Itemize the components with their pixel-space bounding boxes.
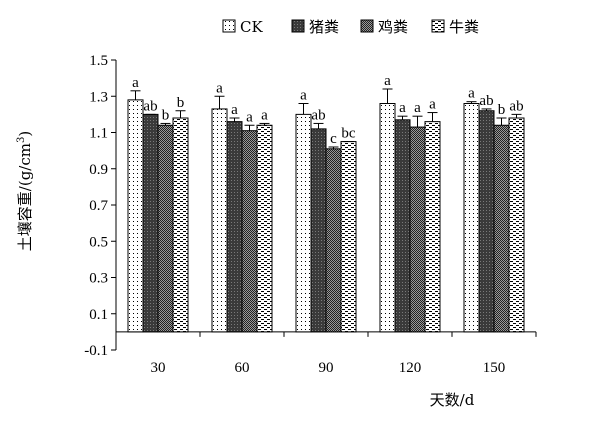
x-tick-label: 150 — [483, 360, 506, 376]
bar — [493, 124, 510, 333]
bar — [463, 103, 480, 333]
y-tick-label: -0.1 — [84, 343, 108, 359]
significance-label: ab — [509, 98, 523, 114]
significance-label: ab — [479, 93, 493, 109]
x-tick-label: 30 — [151, 360, 166, 376]
y-axis: -0.1 0.1 0.3 0.5 0.7 0.9 1.1 1.3 1.5 — [84, 53, 117, 359]
bar-group-150: a abb ab — [463, 86, 525, 333]
legend-swatch — [291, 19, 305, 33]
y-axis-title-sup: 3 — [16, 137, 27, 143]
legend-item: 鸡粪 — [360, 18, 408, 36]
x-tick-label: 90 — [319, 360, 334, 376]
bar — [424, 121, 441, 333]
significance-label: b — [162, 107, 170, 123]
legend-label: 猪粪 — [309, 18, 339, 36]
significance-label: a — [216, 80, 223, 96]
legend-item: 牛粪 — [431, 18, 479, 36]
significance-label: b — [498, 102, 506, 118]
y-tick-label: 0.5 — [89, 234, 108, 250]
significance-label: bc — [341, 126, 356, 142]
bar — [310, 128, 327, 333]
legend-swatch — [222, 19, 236, 33]
y-tick-label: 1.5 — [89, 53, 108, 69]
significance-label: a — [384, 73, 391, 89]
y-axis-title-close: ) — [16, 131, 34, 137]
bar — [172, 117, 189, 333]
significance-label: a — [246, 109, 253, 125]
y-tick-label: 0.1 — [89, 307, 108, 323]
y-tick-label: 1.3 — [89, 89, 108, 105]
significance-label: a — [231, 102, 238, 118]
y-tick-label: 0.7 — [89, 198, 108, 214]
significance-label: ab — [143, 98, 157, 114]
significance-label: b — [177, 95, 185, 111]
bar — [211, 108, 228, 333]
legend: CK 猪粪 鸡粪 牛粪 — [222, 18, 479, 36]
significance-label: ab — [311, 107, 325, 123]
bar — [379, 103, 396, 333]
bar — [157, 124, 174, 333]
y-tick-label: 1.1 — [89, 126, 108, 142]
bar — [325, 148, 342, 333]
y-axis-title-main: 土壤容重/(g/cm — [16, 143, 34, 251]
legend-label: CK — [240, 18, 263, 36]
significance-label: a — [261, 107, 268, 123]
legend-swatch — [431, 19, 445, 33]
bar — [409, 126, 426, 333]
significance-label: a — [132, 75, 139, 91]
y-tick-label: 0.3 — [89, 271, 108, 287]
significance-label: a — [399, 100, 406, 116]
legend-swatch — [360, 19, 374, 33]
significance-label: a — [300, 88, 307, 104]
legend-label: 牛粪 — [449, 18, 479, 36]
significance-label: a — [414, 100, 421, 116]
legend-label: 鸡粪 — [378, 18, 408, 36]
y-axis-title: 土壤容重/(g/cm3) — [16, 131, 34, 251]
bar — [508, 117, 525, 333]
bar — [340, 141, 357, 333]
bar — [295, 113, 312, 333]
legend-item: CK — [222, 18, 263, 36]
bar — [394, 119, 411, 333]
significance-label: c — [330, 131, 337, 147]
y-tick-label: 0.9 — [89, 162, 108, 178]
bar-group-60: aa a a — [211, 80, 273, 333]
bar — [142, 113, 159, 333]
legend-item: 猪粪 — [291, 18, 339, 36]
significance-label: a — [468, 86, 475, 102]
bar — [478, 110, 495, 333]
x-axis: 30 60 90 120 150 — [115, 331, 537, 376]
x-tick-label: 60 — [235, 360, 250, 376]
bar — [256, 124, 273, 333]
bar — [226, 121, 243, 333]
bar-group-120: aa a a — [379, 73, 441, 333]
bar — [241, 130, 258, 333]
x-tick-label: 120 — [399, 360, 422, 376]
significance-label: a — [429, 97, 436, 113]
x-axis-title: 天数/d — [430, 391, 475, 409]
bar — [127, 99, 144, 333]
